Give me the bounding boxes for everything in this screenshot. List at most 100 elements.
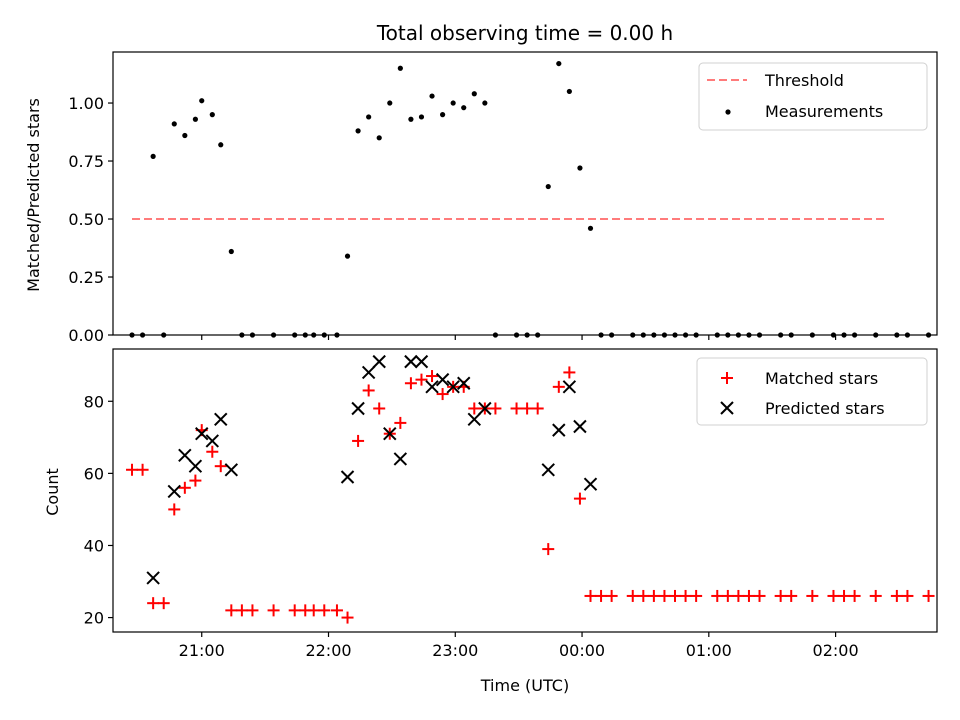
matched-star-point	[774, 589, 787, 602]
matched-star-point	[827, 589, 840, 602]
matched-star-point	[806, 589, 819, 602]
bottom-axes-frame	[112, 348, 938, 633]
matched-star-point	[605, 589, 618, 602]
matched-star-point	[373, 402, 386, 415]
bottom-x-ticks: 21:00 22:00 23:00 00:00 01:00 02:00	[179, 632, 859, 660]
top-ytick-label: 0.50	[68, 210, 104, 229]
measurement-point	[566, 88, 572, 95]
predicted-star-point	[446, 380, 460, 394]
measurement-point	[366, 114, 372, 120]
bottom-ytick-label: 40	[84, 536, 104, 555]
measurement-point	[587, 225, 594, 231]
xtick-label: 01:00	[686, 641, 732, 660]
predicted-legend-label: Predicted stars	[765, 399, 885, 418]
matched-star-point	[573, 492, 586, 505]
measurement-point	[199, 98, 205, 104]
predicted-star-point	[393, 452, 408, 466]
matched-star-point	[126, 463, 139, 476]
matched-star-point	[206, 445, 219, 458]
predicted-star-point	[583, 477, 598, 491]
matched-star-point	[147, 597, 160, 610]
top-ytick-label: 0.25	[68, 268, 104, 287]
predicted-star-point	[351, 401, 365, 416]
measurement-point	[418, 114, 425, 120]
predicted-star-points	[146, 354, 598, 585]
measurement-point	[471, 91, 477, 97]
matched-star-point	[288, 604, 301, 617]
predicted-legend-swatch	[720, 401, 734, 415]
threshold-legend-label: Threshold	[764, 71, 844, 90]
matched-star-point	[426, 370, 439, 383]
predicted-star-point	[195, 427, 209, 441]
matched-legend-label: Matched stars	[765, 369, 878, 388]
measurement-point	[192, 116, 198, 122]
measurement-point	[461, 105, 467, 111]
measurement-point	[387, 100, 393, 106]
xtick-label: 22:00	[305, 641, 351, 660]
matched-star-point	[690, 589, 703, 602]
matched-star-point	[246, 604, 259, 617]
matched-star-point	[626, 589, 639, 602]
predicted-star-point	[435, 372, 450, 387]
matched-star-point	[362, 384, 375, 397]
matched-star-point	[415, 373, 428, 386]
measurement-point	[355, 128, 361, 134]
xtick-label: 00:00	[559, 641, 605, 660]
measurement-point	[408, 116, 414, 122]
predicted-star-point	[205, 434, 220, 448]
measurement-point	[429, 93, 435, 99]
bottom-legend: Matched stars Predicted stars	[696, 357, 928, 426]
matched-star-point	[753, 589, 766, 602]
matched-legend-swatch	[721, 372, 733, 384]
measurement-point	[482, 100, 488, 106]
bottom-y-ticks: 20 40 60 80	[84, 392, 113, 628]
bottom-ytick-label: 80	[84, 392, 104, 411]
matched-star-point	[136, 463, 149, 476]
matched-star-point	[157, 597, 170, 610]
measurement-point	[450, 100, 456, 106]
counts-panel: Count Time (UTC) 20 40 60 80 21:00 22:00 23:0…	[43, 348, 938, 695]
matched-star-point	[318, 604, 331, 617]
matched-star-point	[890, 589, 903, 602]
predicted-star-point	[167, 484, 181, 499]
measurements-panel: Total observing time = 0.00 h Matched/Pr…	[24, 21, 938, 345]
matched-star-point	[679, 589, 692, 602]
x-axis-title: Time (UTC)	[480, 676, 569, 695]
matched-star-point	[658, 589, 671, 602]
matched-star-point	[711, 589, 724, 602]
matched-star-point	[178, 481, 191, 494]
predicted-star-point	[372, 354, 386, 369]
matched-star-point	[521, 402, 534, 415]
matched-star-point	[489, 402, 502, 415]
predicted-star-point	[478, 401, 492, 416]
matched-star-point	[189, 474, 202, 487]
matched-star-point	[214, 460, 227, 473]
bottom-legend-box	[696, 357, 928, 426]
predicted-star-point	[552, 423, 566, 437]
measurement-point	[545, 183, 551, 190]
predicted-star-point	[414, 354, 429, 369]
bottom-y-axis-title: Count	[43, 468, 62, 516]
matched-star-point	[848, 589, 861, 602]
matched-star-point	[267, 604, 280, 617]
top-legend-box	[698, 62, 928, 131]
predicted-star-point	[340, 470, 355, 484]
matched-star-point	[235, 604, 248, 617]
measurement-point	[344, 253, 351, 259]
measurement-point	[182, 132, 188, 139]
matched-star-point	[584, 589, 597, 602]
matched-star-point	[563, 366, 576, 379]
top-y-axis-title: Matched/Predicted stars	[24, 98, 43, 292]
matched-star-point	[647, 589, 660, 602]
top-ytick-label: 1.00	[68, 94, 104, 113]
matched-star-point	[225, 604, 238, 617]
predicted-star-point	[541, 463, 555, 477]
predicted-star-point	[562, 380, 577, 394]
matched-star-point	[307, 604, 320, 617]
top-ytick-label: 0.00	[68, 326, 104, 345]
xtick-label: 23:00	[432, 641, 478, 660]
matched-star-point	[330, 604, 343, 617]
predicted-star-point	[404, 354, 418, 369]
matched-star-point	[721, 589, 734, 602]
predicted-star-point	[361, 365, 376, 380]
